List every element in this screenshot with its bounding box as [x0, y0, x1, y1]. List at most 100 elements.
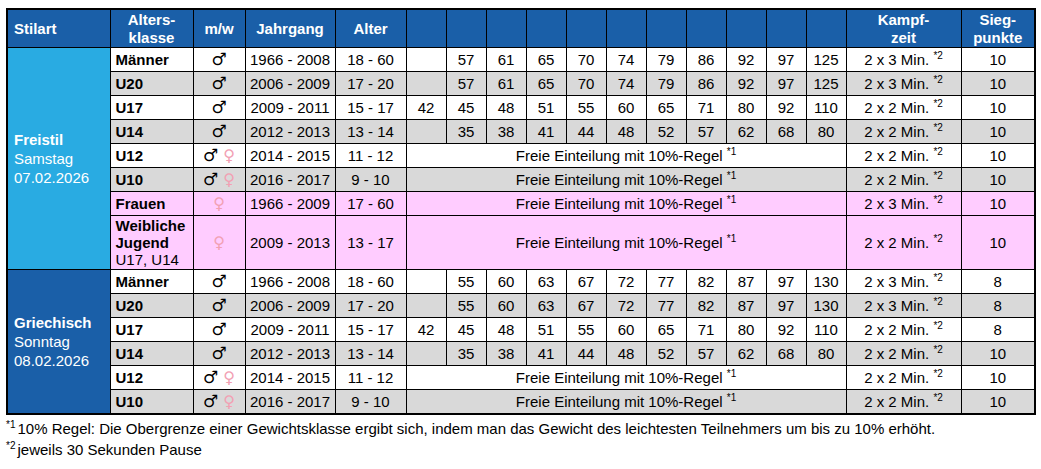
cell-alter: 18 - 60 — [335, 270, 406, 294]
cell-weight: 52 — [646, 120, 686, 144]
cell-weight: 44 — [566, 120, 606, 144]
cell-jahrgang: 1966 - 2008 — [245, 270, 335, 294]
col-header-weight — [566, 9, 606, 48]
female-icon: ♀ — [223, 392, 235, 411]
cell-jahrgang: 1966 - 2008 — [245, 48, 335, 72]
col-header-altersklasse: Alters- klasse — [110, 9, 193, 48]
cell-weight: 48 — [606, 342, 646, 366]
altersklasse-label: Männer — [116, 51, 169, 68]
female-icon: ♀ — [213, 233, 225, 252]
row-freistil-frauen: Frauen♀1966 - 200917 - 60Freie Einteilun… — [7, 192, 1035, 216]
altersklasse-label: U14 — [116, 345, 144, 362]
cell-weight: 82 — [686, 294, 726, 318]
altersklasse-label: Männer — [116, 273, 169, 290]
cell-weight — [406, 48, 446, 72]
altersklasse-label: U10 — [116, 393, 144, 410]
col-header-weight — [606, 9, 646, 48]
cell-gender: ♂♀ — [193, 366, 245, 390]
cell-altersklasse: U14 — [110, 342, 193, 366]
col-header-mw: m/w — [193, 9, 245, 48]
kampfzeit-footnote-ref: *2 — [933, 368, 942, 379]
cell-gender: ♂ — [193, 72, 245, 96]
cell-weight — [406, 120, 446, 144]
cell-weight: 35 — [446, 342, 486, 366]
cell-gender: ♂ — [193, 294, 245, 318]
cell-siegpunkte: 10 — [961, 96, 1035, 120]
altersklasse-label: U10 — [116, 171, 144, 188]
cell-jahrgang: 2016 - 2017 — [245, 168, 335, 192]
cell-altersklasse: U14 — [110, 120, 193, 144]
male-icon: ♂ — [211, 49, 226, 69]
cell-weight: 62 — [726, 120, 766, 144]
cell-weight: 110 — [806, 96, 846, 120]
cell-altersklasse: U20 — [110, 72, 193, 96]
cell-siegpunkte: 10 — [961, 168, 1035, 192]
col-header-weight — [726, 9, 766, 48]
cell-jahrgang: 1966 - 2009 — [245, 192, 335, 216]
cell-weight: 57 — [446, 48, 486, 72]
cell-weight: 55 — [566, 318, 606, 342]
row-freistil-weibliche-jugend: Weibliche JugendU17, U14♀2009 - 201313 -… — [7, 216, 1035, 270]
cell-weight: 80 — [806, 342, 846, 366]
cell-gender: ♂ — [193, 48, 245, 72]
section-day: Samstag — [14, 149, 108, 168]
cell-weight: 110 — [806, 318, 846, 342]
cell-weight: 60 — [486, 294, 526, 318]
cell-weight: 71 — [686, 96, 726, 120]
cell-weight: 68 — [766, 120, 806, 144]
cell-alter: 11 - 12 — [335, 366, 406, 390]
kampfzeit-footnote-ref: *2 — [933, 272, 942, 283]
cell-altersklasse: Männer — [110, 48, 193, 72]
cell-freie-einteilung: Freie Einteilung mit 10%-Regel *1 — [406, 366, 846, 390]
cell-weight: 74 — [606, 48, 646, 72]
cell-weight: 70 — [566, 48, 606, 72]
cell-weight: 65 — [526, 72, 566, 96]
cell-weight: 65 — [526, 48, 566, 72]
cell-jahrgang: 2014 - 2015 — [245, 366, 335, 390]
freie-footnote-ref: *1 — [727, 368, 736, 379]
section-label-griechisch: GriechischSonntag08.02.2026 — [7, 270, 110, 415]
cell-kampfzeit: 2 x 3 Min. *2 — [846, 270, 961, 294]
cell-weight: 42 — [406, 318, 446, 342]
cell-jahrgang: 2009 - 2011 — [245, 96, 335, 120]
cell-jahrgang: 2009 - 2013 — [245, 216, 335, 270]
cell-freie-einteilung: Freie Einteilung mit 10%-Regel *1 — [406, 144, 846, 168]
kampfzeit-footnote-ref: *2 — [933, 170, 942, 181]
cell-weight: 42 — [406, 96, 446, 120]
cell-weight: 60 — [606, 318, 646, 342]
cell-weight: 38 — [486, 120, 526, 144]
cell-weight: 80 — [806, 120, 846, 144]
cell-gender: ♂♀ — [193, 144, 245, 168]
cell-kampfzeit: 2 x 2 Min. *2 — [846, 390, 961, 415]
footnote-1-text: 10% Regel: Die Obergrenze einer Gewichts… — [17, 420, 935, 437]
cell-weight: 44 — [566, 342, 606, 366]
cell-weight: 67 — [566, 294, 606, 318]
cell-gender: ♂♀ — [193, 390, 245, 415]
cell-siegpunkte: 10 — [961, 144, 1035, 168]
cell-weight: 77 — [646, 294, 686, 318]
cell-altersklasse: Männer — [110, 270, 193, 294]
male-icon: ♂ — [211, 343, 226, 363]
cell-kampfzeit: 2 x 2 Min. *2 — [846, 96, 961, 120]
cell-kampfzeit: 2 x 2 Min. *2 — [846, 342, 961, 366]
section-name: Griechisch — [14, 313, 108, 332]
cell-altersklasse: U10 — [110, 390, 193, 415]
altersklasse-label: U14 — [116, 123, 144, 140]
cell-weight: 48 — [486, 96, 526, 120]
freie-footnote-ref: *1 — [727, 170, 736, 181]
cell-jahrgang: 2014 - 2015 — [245, 144, 335, 168]
male-icon: ♂ — [211, 319, 226, 339]
cell-alter: 13 - 17 — [335, 216, 406, 270]
cell-altersklasse: U12 — [110, 366, 193, 390]
cell-jahrgang: 2006 - 2009 — [245, 72, 335, 96]
col-header-weight — [526, 9, 566, 48]
cell-weight: 48 — [606, 120, 646, 144]
cell-freie-einteilung: Freie Einteilung mit 10%-Regel *1 — [406, 192, 846, 216]
cell-weight: 130 — [806, 270, 846, 294]
kampfzeit-footnote-ref: *2 — [933, 344, 942, 355]
cell-weight: 65 — [646, 96, 686, 120]
cell-weight: 79 — [646, 48, 686, 72]
col-header-weight — [486, 9, 526, 48]
altersklasse-label: U17 — [116, 321, 144, 338]
cell-weight: 87 — [726, 294, 766, 318]
